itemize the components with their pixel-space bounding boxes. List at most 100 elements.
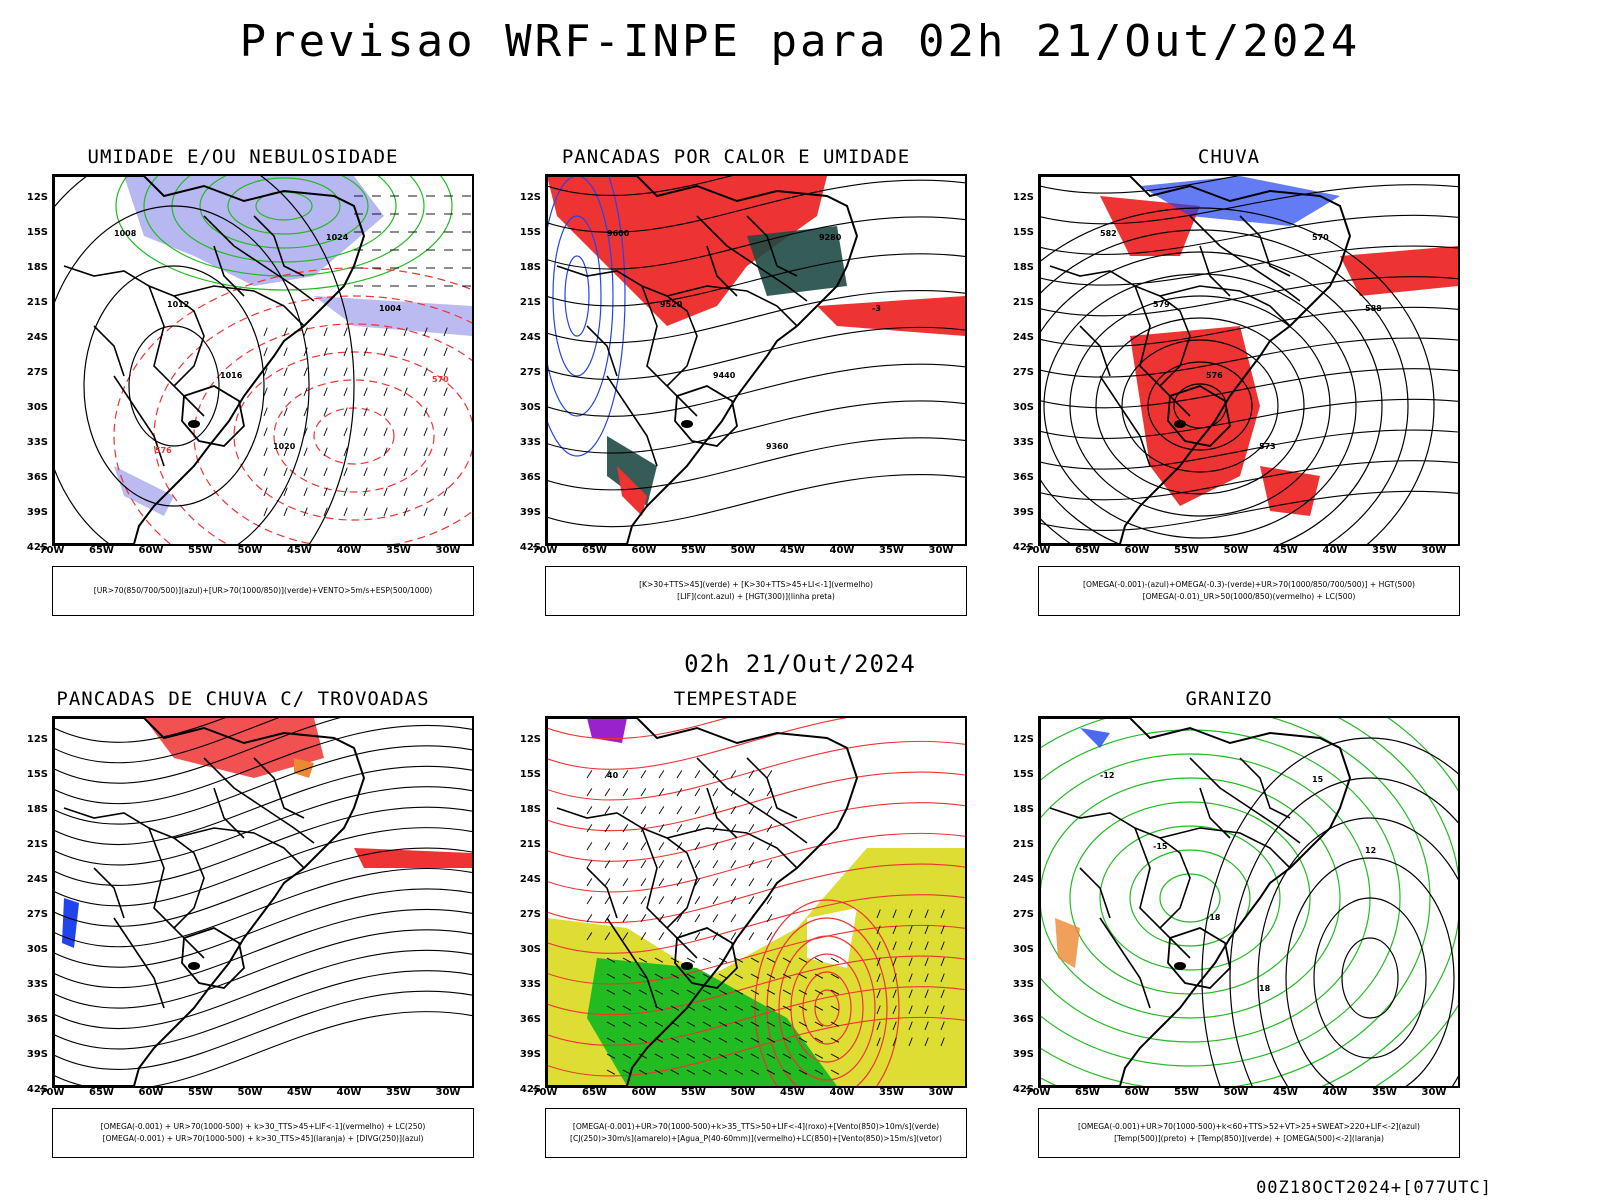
contour-line: [83, 265, 265, 507]
wind-vector: [940, 1037, 945, 1047]
wind-vector: [283, 467, 288, 477]
wind-vector: [263, 347, 268, 357]
wind-vector: [638, 1037, 648, 1043]
wind-vector: [383, 367, 388, 377]
wind-vector: [924, 925, 929, 935]
latitude-tick-label: 36S: [519, 472, 541, 483]
wind-vector: [606, 1005, 616, 1011]
wind-vector: [363, 507, 368, 517]
streamline: [54, 765, 472, 846]
contour-line: [143, 176, 425, 277]
wind-vector: [686, 989, 696, 995]
hail-area-blue: [1080, 728, 1110, 748]
state-border: [641, 285, 698, 417]
wind-vector: [586, 806, 593, 815]
wind-vector: [343, 327, 348, 337]
wind-vector: [766, 989, 776, 995]
state-border: [148, 827, 205, 959]
contour-label: 579: [1153, 300, 1170, 309]
latitude-tick-label: 39S: [1012, 1049, 1034, 1060]
legend-line: [OMEGA(-0.001)+UR>70(1000-500)+k<60+TTS>…: [1077, 1122, 1420, 1131]
wind-vector: [343, 447, 348, 457]
wind-vector: [798, 1021, 808, 1027]
wind-vector: [798, 1005, 808, 1011]
contour-line: [564, 255, 590, 337]
streamline: [547, 1016, 965, 1077]
latitude-tick-label: 27S: [26, 909, 48, 920]
wind-vector: [586, 770, 593, 779]
wind-vector: [940, 973, 945, 983]
wind-vector: [830, 989, 840, 995]
wind-vector: [766, 1005, 776, 1011]
wind-vector: [638, 973, 648, 979]
wind-vector: [712, 878, 719, 887]
wind-vector: [718, 989, 728, 995]
wind-vector: [303, 387, 308, 397]
wind-vector: [782, 1037, 792, 1043]
wind-vector: [658, 878, 665, 887]
wind-vector: [766, 824, 773, 833]
wind-vector: [892, 989, 897, 999]
wind-vector: [403, 407, 408, 417]
contour-label: 576: [155, 446, 172, 455]
wind-vector: [363, 347, 368, 357]
contour-line: [313, 407, 395, 465]
mid-date-label: 02h 21/Out/2024: [684, 650, 916, 678]
wind-vector: [303, 347, 308, 357]
storm-area-red: [144, 718, 324, 778]
state-border: [1079, 867, 1111, 919]
state-border: [666, 285, 798, 327]
wind-vector: [924, 1037, 929, 1047]
contour-label: 9440: [713, 371, 736, 380]
wind-vector: [383, 327, 388, 337]
wind-vector: [638, 989, 648, 995]
wind-vector: [730, 896, 737, 905]
streamline: [547, 771, 965, 832]
lagoon: [1174, 962, 1186, 970]
longitude-tick-label: 65W: [1075, 1087, 1100, 1098]
longitude-tick-label: 40W: [829, 1087, 855, 1098]
latitude-tick-label: 33S: [1012, 979, 1034, 990]
streamline: [54, 929, 472, 1009]
longitude-tick-label: 70W: [39, 545, 65, 556]
state-border: [63, 807, 205, 929]
wind-vector: [670, 1053, 680, 1059]
streamline: [54, 806, 472, 886]
wind-vector: [686, 1021, 696, 1027]
streamline: [54, 990, 472, 1070]
streamline: [547, 179, 965, 233]
longitude-tick-label: 55W: [188, 545, 213, 556]
wind-vector: [730, 878, 737, 887]
streamline: [547, 863, 965, 924]
wind-vector: [766, 806, 773, 815]
wind-vector: [263, 327, 268, 337]
wind-vector: [908, 925, 913, 935]
streamline: [547, 363, 965, 417]
wind-vector: [343, 467, 348, 477]
wind-vector: [443, 347, 448, 357]
legend-line: [Temp(500)](preto) + [Temp(850)](verde) …: [1114, 1134, 1384, 1143]
wind-vector: [718, 1005, 728, 1011]
wind-vector: [670, 1037, 680, 1043]
wind-vector: [712, 806, 719, 815]
wind-vector: [892, 957, 897, 967]
state-border: [113, 375, 165, 467]
lagoon: [188, 420, 200, 428]
panel-title: PANCADAS POR CALOR E UMIDADE: [561, 146, 911, 168]
wind-vector: [622, 824, 629, 833]
wind-vector: [383, 407, 388, 417]
latitude-tick-label: 42S: [1012, 1084, 1034, 1095]
wind-vector: [323, 507, 328, 517]
wind-vector: [658, 770, 665, 779]
streamline: [1040, 245, 1458, 286]
convective-area-green: [747, 226, 847, 296]
wind-vector: [383, 467, 388, 477]
wind-vector: [766, 957, 776, 963]
state-border: [1079, 325, 1111, 377]
longitude-tick-label: 70W: [39, 1087, 65, 1098]
map-area: 582 579 576 573 570 588: [1038, 174, 1460, 546]
latitude-tick-label: 27S: [1012, 367, 1034, 378]
streamline: [547, 832, 965, 893]
wind-vector: [658, 932, 665, 941]
wind-vector: [940, 925, 945, 935]
